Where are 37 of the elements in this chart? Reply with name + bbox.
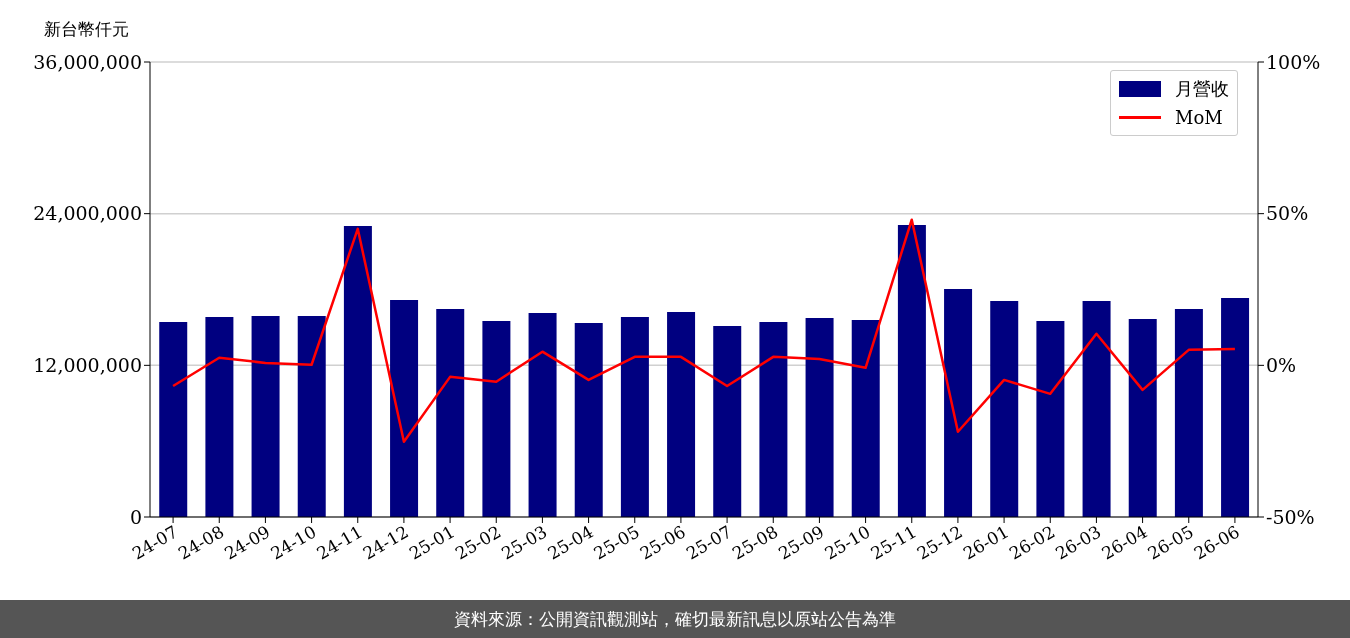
bar [159, 321, 188, 517]
y-tick-label: 12,000,000 [33, 354, 142, 377]
bar [436, 308, 465, 517]
bar [343, 226, 372, 517]
bar [1128, 319, 1157, 517]
bar [851, 319, 880, 517]
legend-label: 月營收 [1175, 77, 1229, 101]
y-axis-title: 新台幣仟元 [44, 18, 129, 41]
y-tick-label: 24,000,000 [33, 202, 142, 225]
y2-tick-label: 50% [1266, 202, 1309, 225]
y2-tick-label: 0% [1266, 354, 1297, 377]
bar [713, 326, 742, 517]
line-series [171, 218, 1237, 444]
y2-tick-label: -50% [1266, 505, 1315, 528]
bar [944, 288, 973, 517]
bar [390, 299, 419, 517]
bar [1174, 308, 1203, 517]
bar [482, 321, 511, 517]
bar [990, 301, 1019, 517]
source-note: 資料來源：公開資訊觀測站，確切最新訊息以原站公告為準 [0, 600, 1350, 638]
bar [620, 317, 649, 517]
bar [897, 225, 926, 517]
bar [1036, 321, 1065, 517]
bar [1082, 301, 1111, 517]
legend-label: MoM [1175, 106, 1223, 128]
bar [667, 312, 696, 517]
bar [574, 322, 603, 517]
bar [205, 317, 234, 517]
y-tick-label: 36,000,000 [33, 50, 142, 73]
bar [805, 318, 834, 517]
y2-tick-label: 100% [1266, 50, 1321, 73]
bar [1221, 297, 1250, 517]
bar [297, 316, 326, 517]
bar [251, 316, 280, 517]
y-tick-label: 0 [129, 505, 142, 528]
bar [528, 313, 557, 517]
bar [759, 321, 788, 517]
